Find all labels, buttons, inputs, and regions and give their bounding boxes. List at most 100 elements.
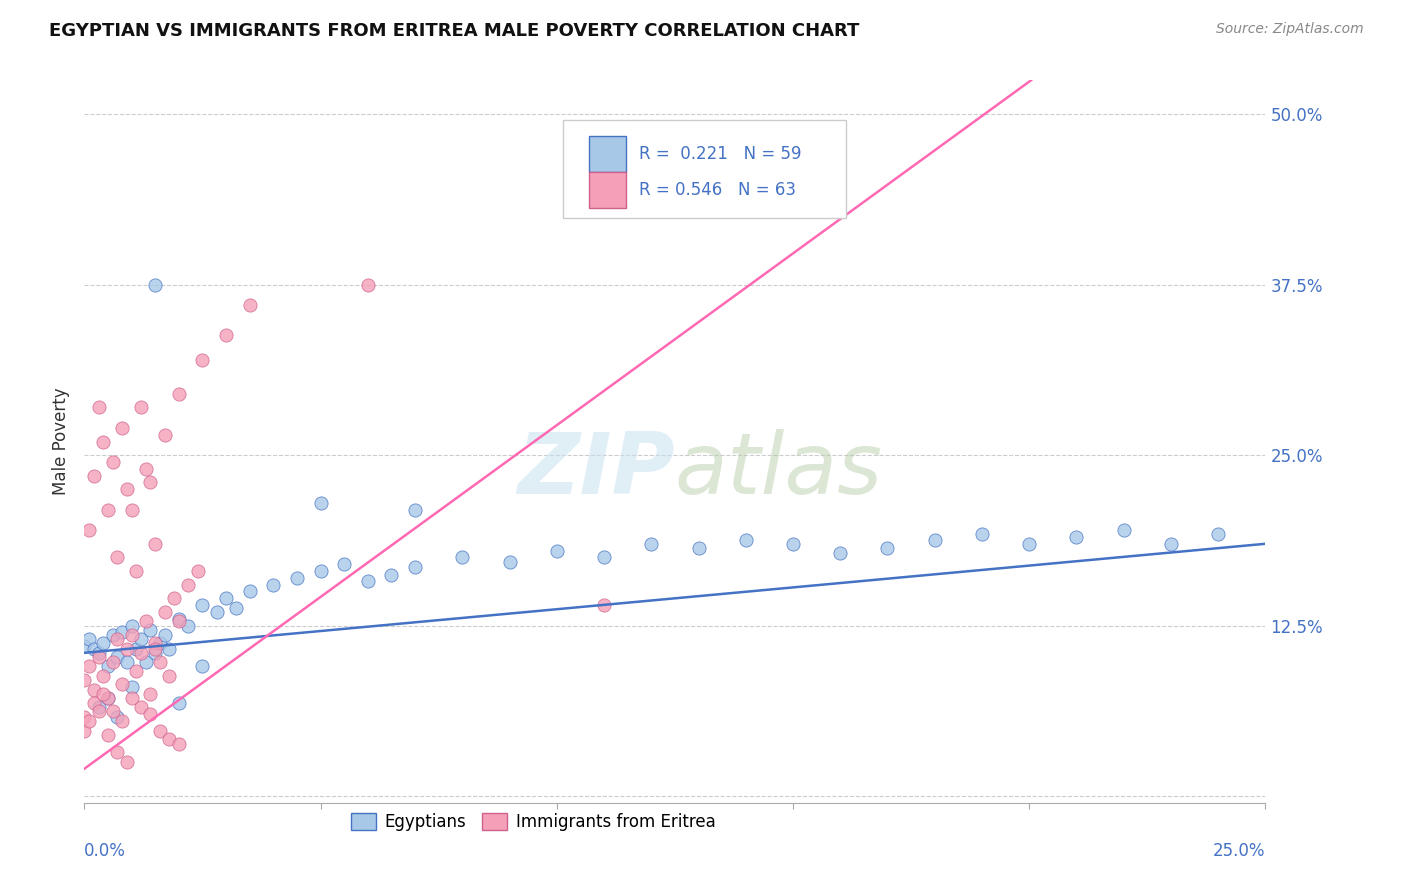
Point xyxy=(380,568,402,582)
Point xyxy=(87,649,110,664)
Point xyxy=(77,714,100,728)
Point xyxy=(167,387,190,401)
Point xyxy=(143,641,166,656)
Point xyxy=(149,656,172,670)
Point xyxy=(115,755,138,769)
Point xyxy=(97,690,120,705)
Point xyxy=(1112,523,1135,537)
Point xyxy=(1018,537,1040,551)
Point xyxy=(593,598,616,612)
Text: 0.0%: 0.0% xyxy=(84,842,127,860)
Point xyxy=(111,677,134,691)
Point xyxy=(101,656,124,670)
Point xyxy=(129,700,152,714)
Point xyxy=(546,543,568,558)
Text: 25.0%: 25.0% xyxy=(1213,842,1265,860)
Point xyxy=(688,541,710,555)
Point xyxy=(83,682,105,697)
Point xyxy=(97,728,120,742)
Point xyxy=(734,533,756,547)
Point xyxy=(115,641,138,656)
Point xyxy=(121,628,143,642)
Point xyxy=(215,591,238,606)
Point xyxy=(107,550,129,565)
Point xyxy=(101,705,124,719)
Point xyxy=(239,584,262,599)
Text: R =  0.221   N = 59: R = 0.221 N = 59 xyxy=(640,145,801,162)
Point xyxy=(498,554,520,568)
Point xyxy=(153,628,176,642)
Point xyxy=(1206,527,1229,541)
Point xyxy=(167,696,190,710)
Point xyxy=(77,659,100,673)
Text: Source: ZipAtlas.com: Source: ZipAtlas.com xyxy=(1216,22,1364,37)
Point xyxy=(101,628,124,642)
Point xyxy=(121,618,143,632)
Point xyxy=(149,723,172,738)
Point xyxy=(640,537,662,551)
Point xyxy=(924,533,946,547)
Point xyxy=(177,618,200,632)
Point xyxy=(876,541,898,555)
Point xyxy=(135,656,157,670)
Point xyxy=(135,615,157,629)
Point xyxy=(87,401,110,415)
Text: ZIP: ZIP xyxy=(517,429,675,512)
Point xyxy=(107,632,129,647)
Point xyxy=(87,705,110,719)
Point xyxy=(153,427,176,442)
Point xyxy=(157,641,180,656)
Point xyxy=(153,605,176,619)
Point xyxy=(111,714,134,728)
Point xyxy=(129,632,152,647)
Text: R = 0.546   N = 63: R = 0.546 N = 63 xyxy=(640,181,796,199)
Point xyxy=(121,690,143,705)
Point xyxy=(357,277,380,292)
Point xyxy=(167,615,190,629)
Point xyxy=(139,475,162,490)
Point xyxy=(143,537,166,551)
Point xyxy=(125,564,148,578)
Y-axis label: Male Poverty: Male Poverty xyxy=(52,388,70,495)
Text: EGYPTIAN VS IMMIGRANTS FROM ERITREA MALE POVERTY CORRELATION CHART: EGYPTIAN VS IMMIGRANTS FROM ERITREA MALE… xyxy=(49,22,859,40)
Point xyxy=(91,669,114,683)
Point xyxy=(125,641,148,656)
Point xyxy=(830,546,852,560)
Point xyxy=(129,401,152,415)
Point xyxy=(121,502,143,516)
Point xyxy=(73,673,96,687)
Point xyxy=(970,527,993,541)
Point xyxy=(77,523,100,537)
FancyBboxPatch shape xyxy=(589,172,627,209)
Point xyxy=(1160,537,1182,551)
Point xyxy=(157,731,180,746)
Point xyxy=(191,352,214,367)
Point xyxy=(167,612,190,626)
Point xyxy=(91,636,114,650)
Point xyxy=(782,537,804,551)
Point xyxy=(111,421,134,435)
Point xyxy=(163,591,186,606)
Point xyxy=(593,550,616,565)
Point xyxy=(262,577,284,591)
Point xyxy=(87,646,110,660)
Point xyxy=(143,277,166,292)
Point xyxy=(107,745,129,759)
Point xyxy=(97,690,120,705)
Point xyxy=(97,502,120,516)
Point xyxy=(107,710,129,724)
Point xyxy=(167,737,190,751)
Point xyxy=(125,664,148,678)
Point xyxy=(404,560,426,574)
Point xyxy=(191,659,214,673)
Point xyxy=(239,298,262,312)
Point xyxy=(115,482,138,496)
Point xyxy=(205,605,228,619)
Point xyxy=(83,468,105,483)
Point xyxy=(404,502,426,516)
FancyBboxPatch shape xyxy=(562,120,846,218)
Point xyxy=(73,710,96,724)
Point xyxy=(309,564,332,578)
Point xyxy=(115,656,138,670)
Point xyxy=(135,462,157,476)
